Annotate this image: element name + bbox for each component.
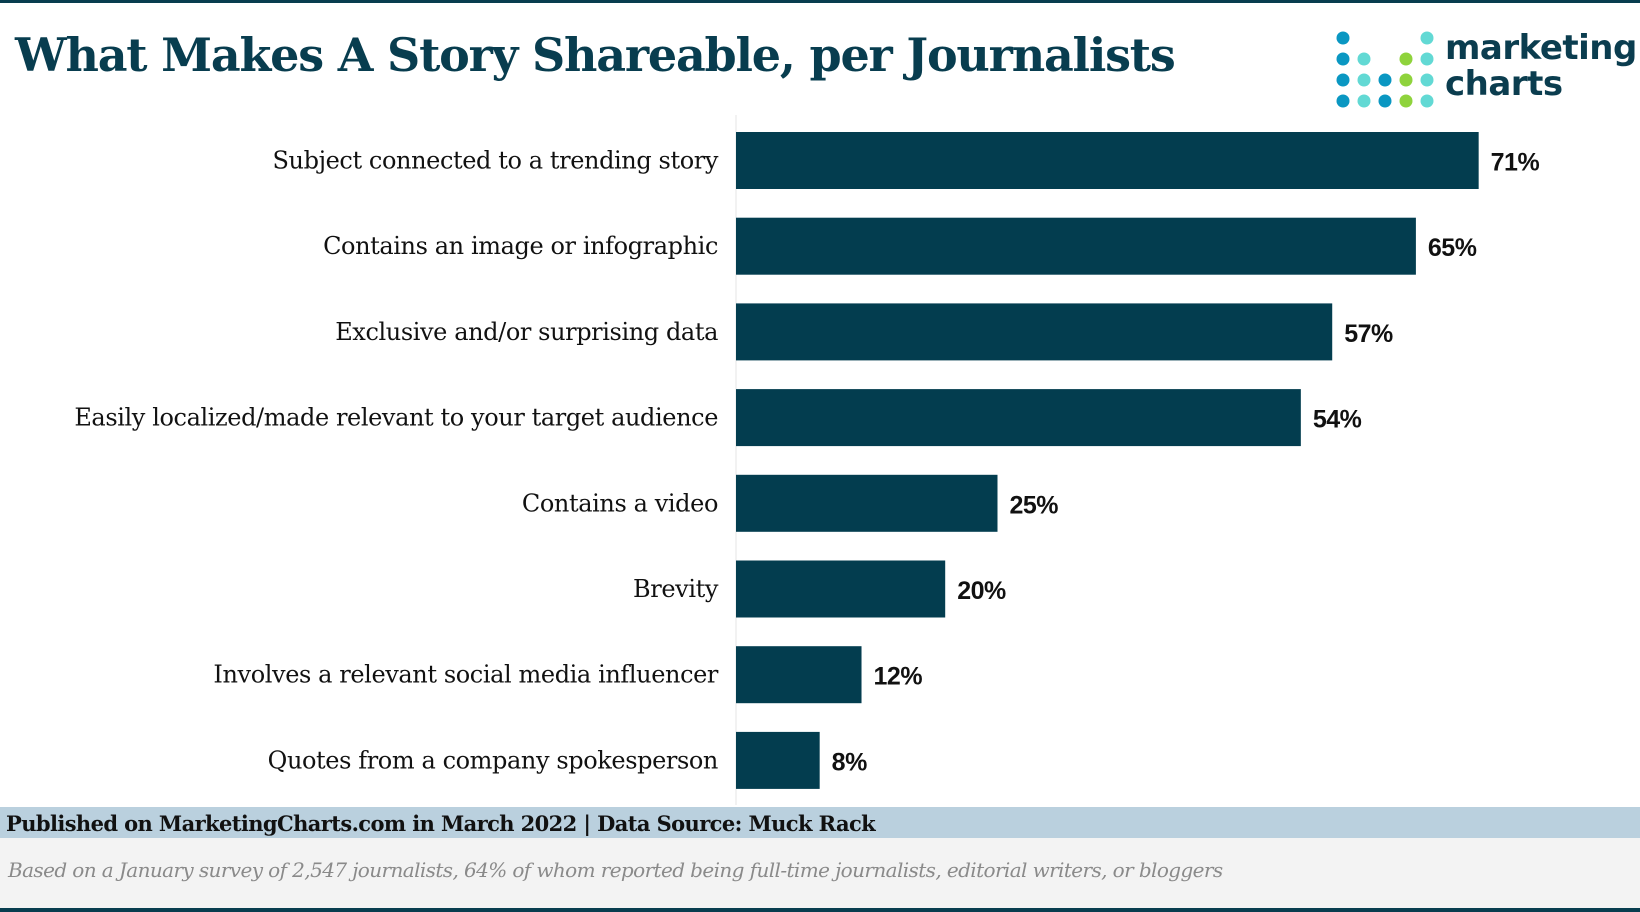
- source-bar: Published on MarketingCharts.com in Marc…: [0, 807, 1640, 838]
- logo-dot: [1357, 52, 1371, 66]
- note-bar: Based on a January survey of 2,547 journ…: [0, 838, 1640, 908]
- logo-dot: [1378, 73, 1392, 87]
- logo-dot: [1336, 94, 1350, 108]
- marketingcharts-logo: marketing charts: [1335, 28, 1637, 110]
- logo-dots-icon: [1336, 31, 1434, 108]
- category-label: Exclusive and/or surprising data: [335, 318, 718, 346]
- bottom-border: [0, 908, 1640, 912]
- logo-dot: [1357, 73, 1371, 87]
- bar: [736, 303, 1333, 361]
- bar: [736, 389, 1301, 447]
- logo-dot: [1399, 52, 1413, 66]
- logo-text-line2: charts: [1445, 64, 1563, 104]
- data-label: 65%: [1428, 234, 1477, 262]
- logo-dot: [1420, 31, 1434, 45]
- chart-title: What Makes A Story Shareable, per Journa…: [15, 28, 1176, 82]
- data-label: 25%: [1010, 491, 1059, 519]
- source-text: Published on MarketingCharts.com in Marc…: [6, 811, 876, 836]
- category-label: Contains a video: [522, 489, 718, 517]
- category-label: Brevity: [633, 575, 719, 603]
- data-label: 71%: [1491, 149, 1540, 177]
- category-label: Quotes from a company spokesperson: [268, 746, 718, 774]
- bar-chart: Subject connected to a trending story 71%…: [74, 115, 1540, 805]
- bar: [736, 474, 998, 532]
- top-border: [0, 0, 1640, 3]
- logo-dot: [1378, 94, 1392, 108]
- bar: [736, 132, 1479, 189]
- category-label: Subject connected to a trending story: [273, 147, 719, 175]
- logo-dot: [1399, 94, 1413, 108]
- logo-dot: [1399, 73, 1413, 87]
- category-label: Contains an image or infographic: [323, 232, 718, 260]
- bar: [736, 646, 862, 704]
- data-label: 57%: [1344, 320, 1393, 348]
- category-label: Involves a relevant social media influen…: [213, 661, 719, 689]
- category-label: Easily localized/made relevant to your t…: [74, 404, 718, 432]
- logo-dot: [1336, 52, 1350, 66]
- bar: [736, 217, 1416, 275]
- bar: [736, 731, 820, 789]
- logo-dot: [1420, 73, 1434, 87]
- logo-dot: [1420, 52, 1434, 66]
- logo-dot: [1357, 94, 1371, 108]
- data-label: 12%: [874, 663, 923, 691]
- data-label: 8%: [832, 748, 867, 776]
- logo-dot: [1336, 31, 1350, 45]
- logo-dot: [1336, 73, 1350, 87]
- bar: [736, 560, 946, 618]
- logo-dot: [1420, 94, 1434, 108]
- logo-text-line1: marketing: [1445, 28, 1637, 68]
- data-label: 54%: [1313, 406, 1362, 434]
- note-text: Based on a January survey of 2,547 journ…: [8, 858, 1223, 882]
- data-label: 20%: [957, 577, 1006, 605]
